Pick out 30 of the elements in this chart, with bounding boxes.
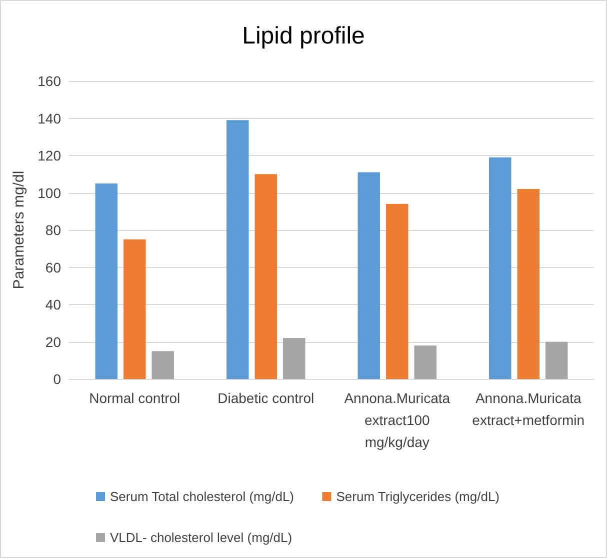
x-tick-label: Diabetic control [218, 390, 314, 406]
y-tick-label: 140 [38, 110, 62, 126]
bar [95, 183, 118, 379]
legend-label: Serum Total cholesterol (mg/dL) [110, 489, 294, 504]
bar [517, 189, 540, 379]
y-tick-label: 80 [45, 222, 62, 238]
legend-label: VLDL- cholesterol level (mg/dL) [110, 530, 292, 545]
bar [358, 172, 380, 379]
bar [152, 351, 174, 379]
bar [226, 120, 249, 379]
y-axis-title: Parameters mg/dl [10, 170, 28, 290]
bar [386, 204, 408, 379]
y-tick-label: 20 [45, 334, 62, 350]
y-tick-label: 60 [45, 259, 62, 276]
y-tick-label: 120 [38, 148, 62, 164]
chart-title: Lipid profile [242, 22, 365, 50]
bar [124, 239, 146, 379]
y-tick-label: 160 [38, 73, 62, 89]
x-tick-label: Normal control [89, 390, 180, 406]
bar [489, 157, 512, 379]
legend-label: Serum Triglycerides (mg/dL) [336, 489, 500, 504]
y-tick-label: 100 [38, 184, 62, 201]
bar [283, 338, 306, 379]
x-tick-label: Annona.Muricata extract+metformin [472, 390, 585, 428]
bar [546, 342, 568, 379]
y-tick-label: 0 [53, 371, 62, 387]
y-tick-label: 40 [45, 296, 62, 312]
bar [414, 345, 436, 379]
bar [254, 174, 277, 379]
x-tick-label: Annona.Muricata extract100 mg/kg/day [344, 390, 450, 450]
